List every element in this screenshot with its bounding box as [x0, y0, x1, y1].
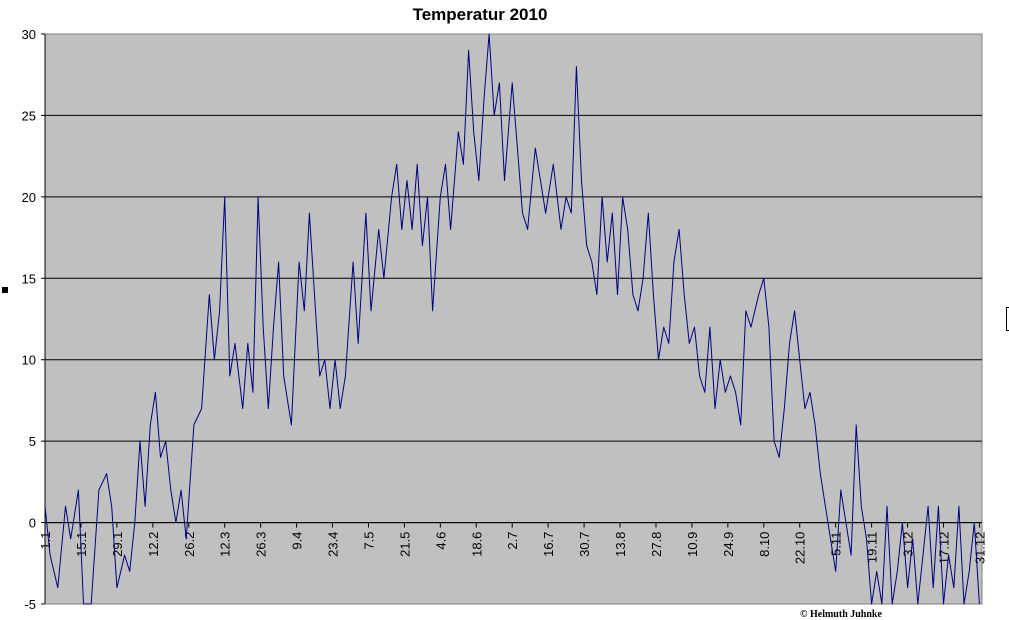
x-tick-label: 7.5	[361, 532, 376, 550]
x-tick-label: 4.6	[433, 532, 448, 550]
y-tick-label: 30	[22, 27, 36, 42]
x-tick-label: 10.9	[685, 532, 700, 557]
chart-title: Temperatur 2010	[412, 5, 548, 24]
x-tick-label: 19.11	[865, 532, 880, 564]
x-tick-label: 18.6	[469, 532, 484, 557]
x-tick-label: 12.2	[146, 532, 161, 557]
x-tick-label: 26.2	[182, 532, 197, 557]
x-tick-label: 24.9	[721, 532, 736, 557]
x-tick-label: 29.1	[110, 532, 125, 557]
x-tick-label: 16.7	[541, 532, 556, 557]
y-tick-label: 0	[29, 516, 36, 531]
y-tick-label: 10	[22, 353, 36, 368]
x-tick-label: 22.10	[793, 532, 808, 565]
copyright-notice: © Helmuth Juhnke	[800, 609, 882, 620]
temperature-line	[44, 33, 980, 605]
y-tick-label: 5	[29, 434, 36, 449]
series-temperature	[44, 33, 980, 605]
y-tick-label: 20	[22, 190, 36, 205]
x-tick-label: 27.8	[649, 532, 664, 557]
plot-area	[44, 33, 983, 605]
x-tick-label: 2.7	[505, 532, 520, 550]
legend-marker	[2, 287, 8, 293]
x-tick-label: 26.3	[254, 532, 269, 557]
x-tick-label: 13.8	[613, 532, 628, 557]
x-tick-label: 23.4	[326, 532, 341, 557]
x-tick-label: 8.10	[757, 532, 772, 557]
right-bracket	[1006, 307, 1009, 331]
x-tick-label: 30.7	[577, 532, 592, 557]
y-tick-label: -5	[24, 597, 36, 612]
x-tick-label: 21.5	[397, 532, 412, 557]
y-tick-label: 25	[22, 108, 36, 123]
x-tick-label: 1.1	[38, 532, 53, 550]
x-tick-label: 12.3	[218, 532, 233, 557]
y-tick-label: 15	[22, 271, 36, 286]
x-tick-label: 9.4	[290, 532, 305, 550]
x-tick-label: 15.1	[74, 532, 89, 557]
y-axis: -5 0 5 10 15 20 25 30	[22, 27, 46, 612]
